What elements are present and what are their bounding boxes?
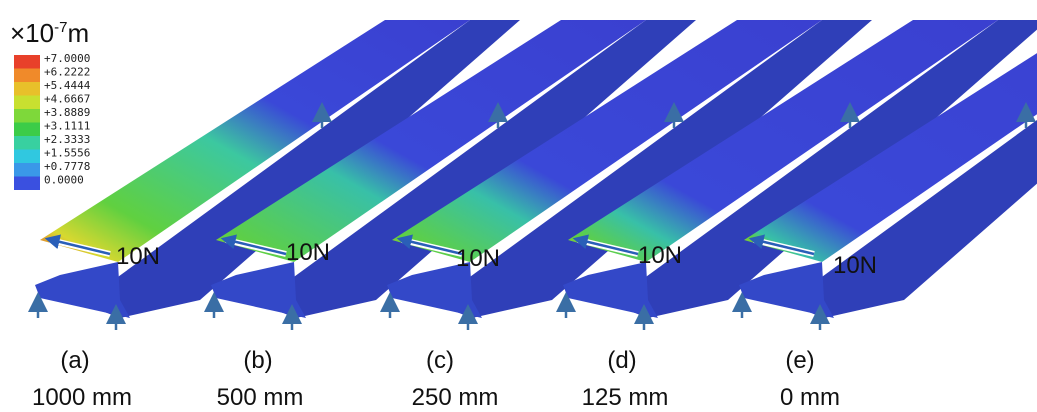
force-label: 10N xyxy=(286,239,330,266)
panel-label: (d) xyxy=(607,347,636,374)
colorbar-label: +3.1111 xyxy=(44,120,90,133)
colorbar-swatch xyxy=(14,123,40,137)
force-label: 10N xyxy=(833,252,877,279)
panel-distance: 500 mm xyxy=(217,384,304,411)
panel-label: (a) xyxy=(60,347,89,374)
beam-flange xyxy=(35,262,130,318)
colorbar-swatch xyxy=(14,136,40,150)
colorbar-swatch xyxy=(14,69,40,83)
panel-label: (c) xyxy=(426,347,454,374)
panel-label: (b) xyxy=(243,347,272,374)
colorbar-swatch xyxy=(14,150,40,164)
colorbar-swatch xyxy=(14,82,40,96)
colorbar-label: +6.2222 xyxy=(44,66,90,79)
panel-distance: 125 mm xyxy=(582,384,669,411)
panel-distance: 0 mm xyxy=(780,384,840,411)
colorbar-swatch xyxy=(14,177,40,191)
unit-label: ×10-7m xyxy=(10,18,89,48)
force-label: 10N xyxy=(456,245,500,272)
colorbar-swatch xyxy=(14,96,40,110)
colorbar-label: +5.4444 xyxy=(44,79,91,92)
figure: ×10-7m 10N 10N 10N 10N 10N +7.0000+6.2222+5.… xyxy=(0,0,1037,412)
force-label: 10N xyxy=(116,243,160,270)
colorbar-label: 0.0000 xyxy=(44,174,84,187)
colorbar-swatch xyxy=(14,163,40,177)
colorbar-label: +0.7778 xyxy=(44,160,90,173)
colorbar-label: +4.6667 xyxy=(44,93,90,106)
colorbar-swatch xyxy=(14,55,40,69)
colorbar-swatch xyxy=(14,109,40,123)
panel-distance: 250 mm xyxy=(412,384,499,411)
colorbar-label: +2.3333 xyxy=(44,133,90,146)
colorbar-label: +7.0000 xyxy=(44,52,90,65)
force-label: 10N xyxy=(638,242,682,269)
colorbar-label: +1.5556 xyxy=(44,147,90,160)
panel-distance: 1000 mm xyxy=(32,384,132,411)
panel-label: (e) xyxy=(785,347,814,374)
colorbar-label: +3.8889 xyxy=(44,106,90,119)
